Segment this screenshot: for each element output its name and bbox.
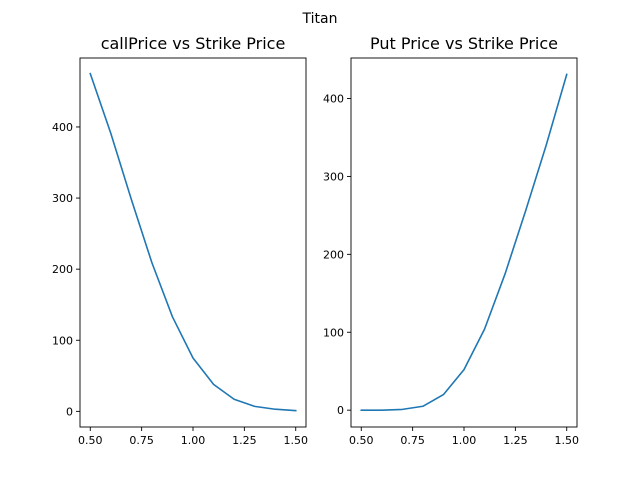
put-x-tick-label: 1.00 xyxy=(452,434,477,447)
call-y-tick-label: 100 xyxy=(52,334,73,347)
call-axes-frame xyxy=(79,57,307,428)
put-y-tick-label: 200 xyxy=(323,248,344,261)
call-x-tick-label: 1.50 xyxy=(283,434,308,447)
put-y-tick-label: 300 xyxy=(323,170,344,183)
call-y-tick-label: 300 xyxy=(52,192,73,205)
put-x-tick-label: 1.25 xyxy=(503,434,528,447)
put-x-tick-label: 1.50 xyxy=(554,434,579,447)
put-y-tick-label: 0 xyxy=(337,404,344,417)
put-x-tick-label: 0.75 xyxy=(400,434,425,447)
call-x-tick-label: 0.50 xyxy=(78,434,103,447)
call-y-tick-label: 0 xyxy=(66,405,73,418)
call-y-tick-label: 400 xyxy=(52,121,73,134)
call-x-tick-label: 1.25 xyxy=(232,434,257,447)
call-x-tick-label: 0.75 xyxy=(129,434,154,447)
call-chart-title: callPrice vs Strike Price xyxy=(101,34,286,53)
put-y-tick-label: 100 xyxy=(323,326,344,339)
call-y-tick-label: 200 xyxy=(52,263,73,276)
put-price-chart: Put Price vs Strike Price 0.50 0.75 1.00 1.2… xyxy=(323,34,579,447)
put-y-tick-label: 400 xyxy=(323,93,344,106)
figure-title: Titan xyxy=(302,11,338,27)
call-price-chart: callPrice vs Strike Price 0.50 0.75 1.00 1.2… xyxy=(52,34,308,447)
put-x-tick-label: 0.50 xyxy=(349,434,374,447)
put-axes-frame xyxy=(350,57,578,428)
call-x-tick-label: 1.00 xyxy=(181,434,206,447)
call-series-line xyxy=(89,72,297,412)
put-chart-title: Put Price vs Strike Price xyxy=(370,34,558,53)
put-series-line xyxy=(360,73,568,411)
